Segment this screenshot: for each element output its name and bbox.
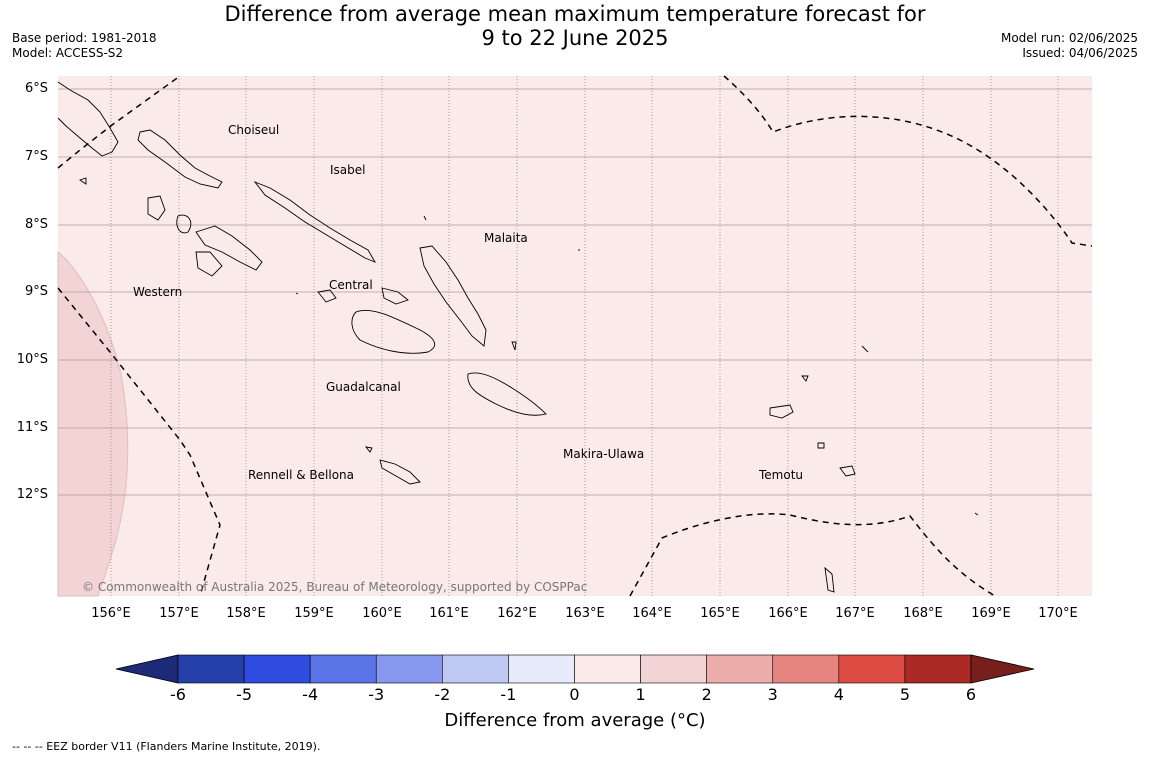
colorbar-segment	[574, 654, 641, 684]
model-run: Model run: 02/06/2025	[1000, 31, 1138, 45]
model-name: Model: ACCESS-S2	[12, 46, 124, 60]
lon-label: 166°E	[768, 606, 808, 621]
region-label-isabel: Isabel	[330, 163, 366, 177]
lon-label: 156°E	[91, 606, 131, 621]
lon-label: 162°E	[497, 606, 537, 621]
colorbar-tick-label: -2	[434, 685, 451, 704]
colorbar-segment	[508, 654, 575, 684]
colorbar-segment	[309, 654, 377, 684]
region-label-temotu: Temotu	[759, 468, 804, 482]
colorbar-tick-label: 6	[965, 685, 977, 704]
colorbar-tick-label: 2	[701, 685, 712, 704]
region-label-choiseul: Choiseul	[228, 123, 280, 137]
lon-label: 164°E	[632, 606, 672, 621]
colorbar-tick-label: -1	[500, 685, 517, 704]
lon-label: 159°E	[294, 606, 334, 621]
coastlines	[57, 81, 979, 593]
colorbar-segment	[772, 654, 840, 684]
latitude-gridlines	[58, 88, 1092, 496]
region-label-rennell-bellona: Rennell & Bellona	[248, 468, 355, 482]
colorbar-segments	[177, 654, 972, 684]
colorbar-segment	[640, 654, 707, 684]
colorbar-under-arrow	[115, 654, 179, 684]
colorbar-title: Difference from average (°C)	[444, 710, 706, 731]
colorbar-tick-label: 0	[569, 685, 580, 704]
colorbar-segment	[177, 654, 245, 684]
anomaly-field-0-1	[58, 76, 1092, 596]
copyright-notice: © Commonwealth of Australia 2025, Bureau…	[82, 580, 588, 594]
lon-label: 160°E	[362, 606, 402, 621]
lat-label: 10°S	[16, 352, 48, 367]
lon-label: 163°E	[565, 606, 605, 621]
colorbar-tick-label: -6	[170, 685, 186, 704]
lat-label: 9°S	[24, 284, 48, 299]
eez-border	[57, 75, 1093, 597]
colorbar-tick-label: 4	[833, 685, 844, 704]
anomaly-field-1-2	[57, 250, 129, 597]
lat-label: 8°S	[24, 217, 48, 232]
colorbar-segment	[375, 654, 443, 684]
colorbar-segment	[904, 654, 972, 684]
region-label-makira-ulawa: Makira-Ulawa	[563, 447, 645, 461]
region-label-central: Central	[329, 278, 373, 292]
map-svg	[57, 75, 1093, 597]
forecast-map	[57, 75, 1093, 597]
lon-label: 158°E	[226, 606, 266, 621]
colorbar-segment	[838, 654, 906, 684]
colorbar-segment	[243, 654, 311, 684]
colorbar-tick-label: 1	[635, 685, 646, 704]
lon-label: 165°E	[700, 606, 740, 621]
colorbar-tick-label: -3	[368, 685, 385, 704]
base-period: Base period: 1981-2018	[12, 31, 157, 45]
map-title: Difference from average mean maximum tem…	[0, 2, 1150, 50]
lon-label: 168°E	[903, 606, 943, 621]
metadata-left: Base period: 1981-2018 Model: ACCESS-S2	[12, 31, 157, 61]
colorbar-over-arrow	[970, 654, 1035, 684]
lon-label: 169°E	[971, 606, 1011, 621]
lat-label: 6°S	[24, 81, 48, 96]
eez-border-note: -- -- -- EEZ border V11 (Flanders Marine…	[12, 740, 321, 753]
title-line-1: Difference from average mean maximum tem…	[224, 2, 926, 26]
lon-label: 170°E	[1038, 606, 1078, 621]
region-label-western: Western	[133, 285, 183, 299]
lon-label: 161°E	[429, 606, 469, 621]
lat-label: 11°S	[16, 420, 48, 435]
colorbar-segment	[442, 654, 509, 684]
region-label-guadalcanal: Guadalcanal	[326, 380, 401, 394]
issued-date: Issued: 04/06/2025	[1022, 46, 1138, 60]
lat-label: 7°S	[24, 149, 48, 164]
colorbar	[115, 654, 1035, 684]
lon-label: 157°E	[159, 606, 199, 621]
colorbar-segment	[706, 654, 774, 684]
title-line-2: 9 to 22 June 2025	[481, 26, 669, 50]
region-label-malaita: Malaita	[484, 231, 528, 245]
colorbar-tick-label: 5	[899, 685, 910, 704]
colorbar-tick-label: -4	[302, 685, 319, 704]
lat-label: 12°S	[16, 487, 48, 502]
colorbar-tick-label: -5	[236, 685, 253, 704]
colorbar-tick-label: 3	[767, 685, 778, 704]
lon-label: 167°E	[835, 606, 875, 621]
metadata-right: Model run: 02/06/2025 Issued: 04/06/2025	[1001, 31, 1138, 61]
